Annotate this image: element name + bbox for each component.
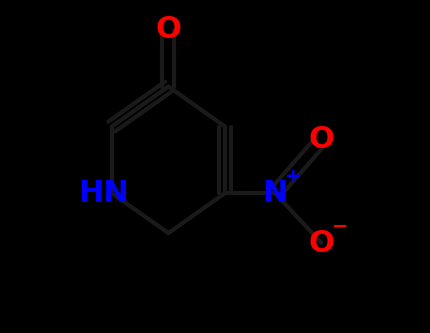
Text: O: O — [155, 15, 181, 45]
Text: O: O — [309, 125, 335, 155]
Text: O: O — [309, 228, 335, 258]
Text: N: N — [262, 178, 288, 208]
Text: HN: HN — [78, 178, 129, 208]
Text: +: + — [285, 167, 301, 186]
Text: −: − — [332, 217, 348, 236]
